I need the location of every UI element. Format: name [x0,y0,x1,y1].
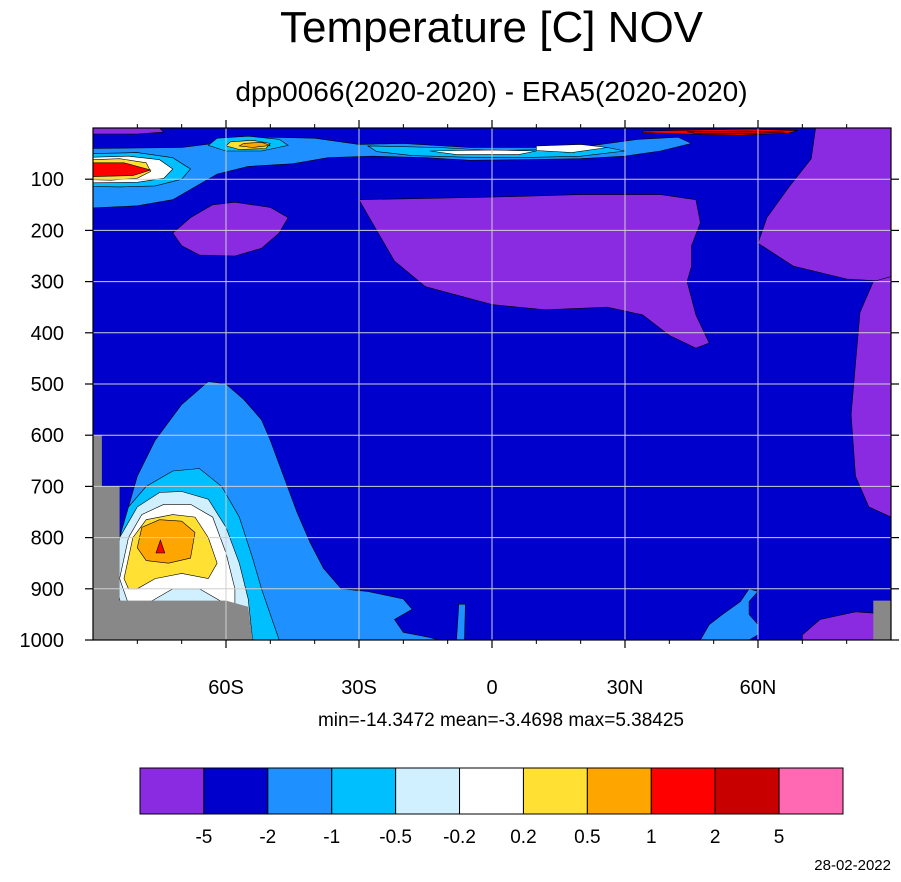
y-tick-label: 800 [31,528,64,550]
colorbar-swatch [331,767,397,815]
contour-region-28 [93,435,253,640]
colorbar-level-label: -0.5 [379,827,412,848]
colorbar-swatch [650,767,716,815]
colorbar-swatch [267,767,333,815]
x-tick-label: 30S [341,677,377,699]
y-tick-label: 900 [31,579,64,601]
contour-region-4 [801,611,891,640]
chart-subtitle: dpp0066(2020-2020) - ERA5(2020-2020) [235,76,748,107]
colorbar-level-label: -1 [323,827,340,848]
contour-region-2 [757,128,891,282]
contour-region-26 [456,603,466,640]
y-tick-label: 400 [31,323,64,345]
colorbar-level-label: -2 [259,827,276,848]
colorbar-swatch [714,767,780,815]
y-tick-label: 600 [31,425,64,447]
contour-region-25 [155,539,166,554]
colorbar-level-label: 2 [710,827,721,848]
x-tick-label: 60S [208,677,244,699]
contour-region-14 [93,162,152,177]
colorbar-swatch [522,767,588,815]
colorbar-swatch [459,767,524,815]
x-tick-label: 0 [486,677,497,699]
y-tick-label: 1000 [20,630,65,652]
contour-region-3 [850,276,891,518]
y-tick-label: 700 [31,476,64,498]
contour-region-18 [687,130,785,134]
contour-region-16 [429,149,537,155]
stats-readout: min=-14.3472 mean=-3.4698 max=5.38425 [317,710,684,731]
colorbar-swatch [778,767,844,815]
colorbar-level-label: -0.2 [443,827,476,848]
contour-region-29 [873,600,891,640]
contour-region-5 [93,128,165,135]
chart-title: Temperature [C] NOV [279,3,704,52]
colorbar-level-label: 1 [646,827,657,848]
colorbar-swatch [139,767,205,815]
plot-date: 28-02-2022 [814,857,891,874]
x-tick-label: 30N [607,677,644,699]
contour-region-24 [136,519,196,564]
colorbar-level-label: 0.2 [510,827,536,848]
colorbar-level-label: -5 [195,827,212,848]
colorbar-swatch [586,767,652,815]
contour-region-13 [238,141,271,148]
x-tick-label: 60N [740,677,777,699]
y-tick-label: 100 [31,169,64,191]
contour-region-27 [700,588,759,640]
y-tick-label: 500 [31,374,64,396]
colorbar-swatch [203,767,269,815]
y-tick-label: 200 [31,220,64,242]
y-tick-label: 300 [31,272,64,294]
colorbar-level-label: 0.5 [574,827,600,848]
colorbar-level-label: 5 [774,827,785,848]
contour-region-1 [358,194,710,349]
contour-region-0 [172,201,289,257]
colorbar-swatch [395,767,461,815]
contour-region-15 [535,144,608,153]
